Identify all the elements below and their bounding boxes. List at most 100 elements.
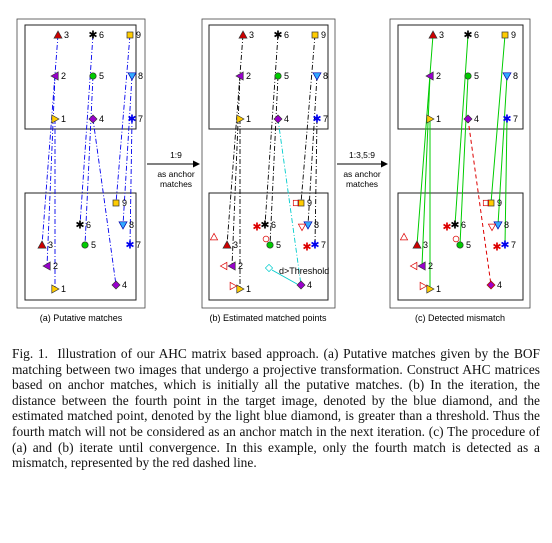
panel-a-target-point-8-icon bbox=[119, 222, 127, 229]
panel-b-match-line-3 bbox=[227, 35, 243, 245]
panel-a-target-point-2-icon bbox=[43, 262, 50, 270]
panel-b-estimated-point-1-icon bbox=[230, 282, 236, 289]
figure-caption-label: Fig. 1. bbox=[12, 346, 48, 361]
panel-c-match-line-4 bbox=[468, 119, 491, 285]
panel-c-match-line-6 bbox=[455, 35, 468, 225]
panel-b-ref-point-3-icon bbox=[239, 31, 247, 38]
panel-a-target-label-6: 6 bbox=[86, 220, 91, 230]
panel-c-target-label-5: 5 bbox=[466, 240, 471, 250]
panel-a-match-line-2 bbox=[47, 76, 55, 266]
panel-b-ref-label-2: 2 bbox=[246, 71, 251, 81]
panel-a-ref-point-5-icon bbox=[90, 73, 96, 79]
panel-b-ref-point-5-icon bbox=[275, 73, 281, 79]
panel-b-ref-label-6: 6 bbox=[284, 30, 289, 40]
panel-b-estimated-point-3-icon bbox=[210, 233, 217, 239]
arrow-2-line-3: matches bbox=[346, 179, 378, 189]
panel-b-caption: (b) Estimated matched points bbox=[209, 313, 327, 323]
panel-b-estimated-point-8-icon bbox=[298, 224, 305, 230]
panel-c-ref-point-4-icon bbox=[464, 115, 472, 123]
panel-a-ref-label-1: 1 bbox=[61, 114, 66, 124]
panel-c-estimated-point-8-icon bbox=[488, 224, 495, 230]
panel-a-target-point-3-icon bbox=[38, 241, 46, 248]
panel-b-target-point-3-icon bbox=[223, 241, 231, 248]
panel-a-ref-label-4: 4 bbox=[99, 114, 104, 124]
panel-a bbox=[17, 19, 145, 308]
panel-c-ref-label-5: 5 bbox=[474, 71, 479, 81]
panel-c-ref-label-4: 4 bbox=[474, 114, 479, 124]
panel-b-target-label-2: 2 bbox=[238, 261, 243, 271]
panel-b-ref-label-4: 4 bbox=[284, 114, 289, 124]
panel-b-target-point-4-icon bbox=[297, 281, 305, 289]
panel-b-estimated-point-6-icon: ✱ bbox=[252, 221, 261, 234]
panel-c-target-point-7-icon: ✱ bbox=[500, 239, 509, 252]
panel-c-target-point-6-icon: ✱ bbox=[450, 219, 459, 232]
panel-a-ref-label-9: 9 bbox=[136, 30, 141, 40]
panel-a-target-label-2: 2 bbox=[53, 261, 58, 271]
panel-c-target-label-9: 9 bbox=[497, 198, 502, 208]
figure-caption-text: Illustration of our AHC matrix based app… bbox=[12, 346, 540, 470]
panel-b-target-label-4: 4 bbox=[307, 280, 312, 290]
panel-a-ref-label-6: 6 bbox=[99, 30, 104, 40]
panel-c-target-label-6: 6 bbox=[461, 220, 466, 230]
panel-c-ref-point-7-icon: ✱ bbox=[502, 113, 511, 126]
panel-c-target-label-4: 4 bbox=[497, 280, 502, 290]
panel-b-target-label-6: 6 bbox=[271, 220, 276, 230]
panel-b-target-point-2-icon bbox=[228, 262, 235, 270]
panel-b-ref-label-8: 8 bbox=[323, 71, 328, 81]
panel-b-target-point-6-icon: ✱ bbox=[260, 219, 269, 232]
panel-c-estimated-point-6-icon: ✱ bbox=[442, 221, 451, 234]
panel-c-estimated-point-3-icon bbox=[400, 233, 407, 239]
panel-c-target-label-2: 2 bbox=[428, 261, 433, 271]
panel-a-target-point-7-icon: ✱ bbox=[125, 239, 134, 252]
panel-a-ref-label-8: 8 bbox=[138, 71, 143, 81]
panel-a-ref-point-8-icon bbox=[128, 73, 136, 80]
panel-b-ref-point-8-icon bbox=[313, 73, 321, 80]
arrow-2: 1:3,5:9 as anchor matches bbox=[337, 150, 388, 189]
panel-b-estimated-point-4-icon bbox=[265, 264, 272, 271]
arrow-1-line-1: 1:9 bbox=[170, 150, 182, 160]
panel-c-ref-label-6: 6 bbox=[474, 30, 479, 40]
panel-a-target-label-9: 9 bbox=[122, 198, 127, 208]
panel-b-target-point-5-icon bbox=[267, 242, 273, 248]
panel-c-target-point-5-icon bbox=[457, 242, 463, 248]
panel-c-ref-point-6-icon: ✱ bbox=[463, 29, 472, 42]
panel-a-ref-label-5: 5 bbox=[99, 71, 104, 81]
arrow-2-line-2: as anchor bbox=[343, 169, 380, 179]
panel-b-ref-label-1: 1 bbox=[246, 114, 251, 124]
panel-a-ref-point-4-icon bbox=[89, 115, 97, 123]
panel-b-target-label-8: 8 bbox=[314, 220, 319, 230]
panel-a-target-label-4: 4 bbox=[122, 280, 127, 290]
panel-a-ref-label-2: 2 bbox=[61, 71, 66, 81]
panel-c-target-point-4-icon bbox=[487, 281, 495, 289]
panel-a-ref-point-7-icon: ✱ bbox=[127, 113, 136, 126]
panel-c-target-label-7: 7 bbox=[511, 240, 516, 250]
panel-a-caption: (a) Putative matches bbox=[40, 313, 123, 323]
panel-c bbox=[390, 19, 530, 308]
panel-a-ref-point-9-icon bbox=[127, 32, 133, 38]
panel-b-ref-point-6-icon: ✱ bbox=[273, 29, 282, 42]
panel-c-ref-point-8-icon bbox=[503, 73, 511, 80]
panel-b-ref-label-7: 7 bbox=[323, 114, 328, 124]
panel-b-ref-label-9: 9 bbox=[321, 30, 326, 40]
panel-a-target-point-4-icon bbox=[112, 281, 120, 289]
panel-c-estimated-point-2-icon bbox=[410, 262, 416, 269]
panel-c-ref-label-7: 7 bbox=[513, 114, 518, 124]
panel-a-match-line-6 bbox=[80, 35, 93, 225]
panel-a-ref-point-6-icon: ✱ bbox=[88, 29, 97, 42]
panel-c-ref-label-1: 1 bbox=[436, 114, 441, 124]
panel-b-target-label-5: 5 bbox=[276, 240, 281, 250]
panel-c-estimated-point-1-icon bbox=[420, 282, 426, 289]
threshold-annotation: d>Threshold bbox=[279, 266, 329, 276]
panel-b-ref-point-4-icon bbox=[274, 115, 282, 123]
arrow-2-line-1: 1:3,5:9 bbox=[349, 150, 375, 160]
panel-c-target-label-1: 1 bbox=[436, 284, 441, 294]
panel-a-ref-label-7: 7 bbox=[138, 114, 143, 124]
panel-b-ref-label-3: 3 bbox=[249, 30, 254, 40]
panel-b-ref-label-5: 5 bbox=[284, 71, 289, 81]
panel-a-target-point-9-icon bbox=[113, 200, 119, 206]
panel-c-target-point-3-icon bbox=[413, 241, 421, 248]
figure-caption: Fig. 1. Illustration of our AHC matrix b… bbox=[12, 346, 540, 471]
panel-c-target-label-3: 3 bbox=[423, 240, 428, 250]
panel-c-estimated-point-7-icon: ✱ bbox=[492, 241, 501, 254]
panel-b-match-line-4 bbox=[278, 119, 301, 285]
